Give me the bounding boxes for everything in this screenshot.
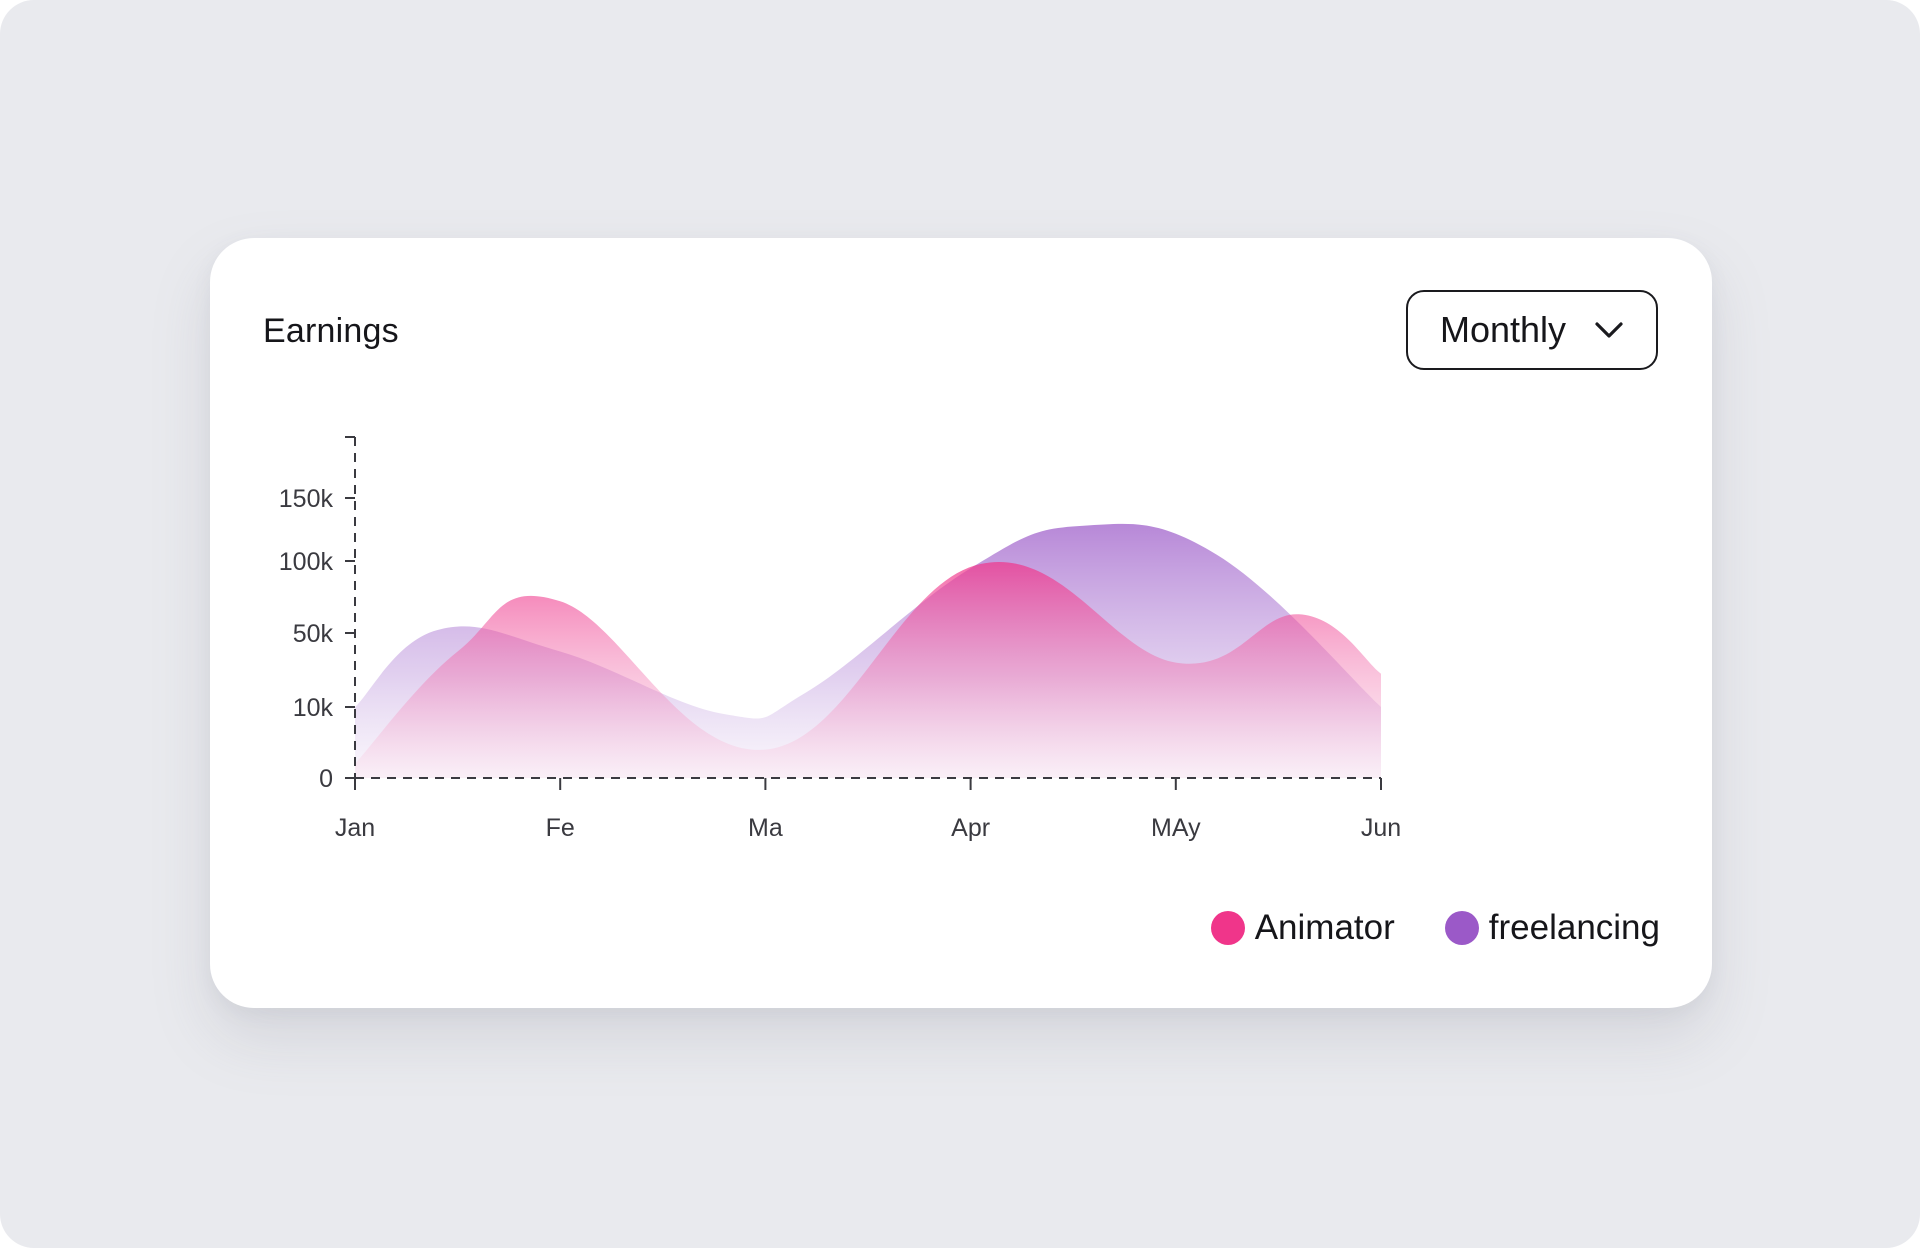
- legend-item-animator: Animator: [1210, 908, 1395, 948]
- y-tick-label: 150k: [279, 485, 334, 513]
- y-tick-label: 0: [319, 765, 333, 793]
- chevron-down-icon[interactable]: [1594, 320, 1624, 340]
- legend-label: Animator: [1254, 908, 1395, 947]
- x-tick-label: Fe: [546, 814, 575, 842]
- y-tick-label: 10k: [293, 694, 334, 722]
- x-tick-label: Ma: [748, 814, 783, 842]
- earnings-card: Earnings Monthly 0 10k 50k 1: [210, 238, 1712, 1008]
- period-select-value: Monthly: [1440, 309, 1567, 350]
- earnings-area-chart: 0 10k 50k 100k 150k Jan Fe Ma Apr MAy Jun: [279, 436, 1401, 842]
- x-tick-label: Jan: [335, 814, 375, 842]
- legend-swatch: [1444, 911, 1479, 945]
- legend-item-freelancing: freelancing: [1444, 908, 1660, 948]
- y-tick-label: 100k: [279, 548, 334, 576]
- card-title: Earnings: [263, 312, 399, 350]
- x-tick-label: MAy: [1151, 814, 1201, 842]
- chart-legend: Animator freelancing: [1161, 908, 1660, 948]
- x-tick-label: Apr: [951, 814, 990, 842]
- series-area-animator: [355, 561, 1381, 778]
- legend-swatch: [1210, 911, 1245, 945]
- legend-label: freelancing: [1488, 908, 1660, 947]
- period-select[interactable]: Monthly: [1406, 290, 1658, 370]
- y-tick-label: 50k: [293, 620, 334, 648]
- x-tick-label: Jun: [1361, 814, 1401, 842]
